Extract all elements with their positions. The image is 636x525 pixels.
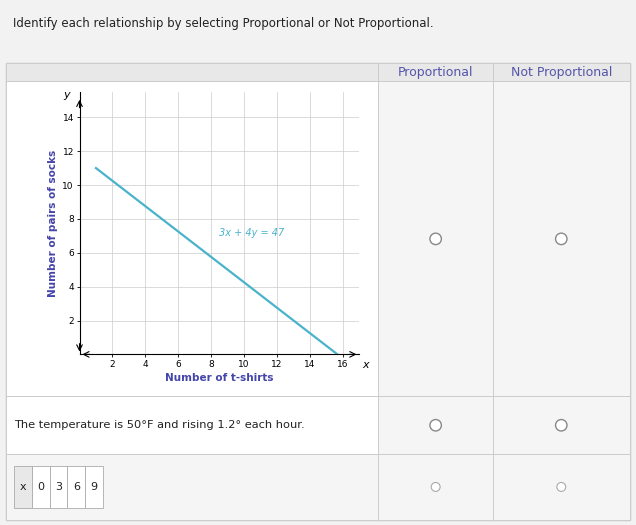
Ellipse shape [556, 419, 567, 431]
Text: 3x + 4y = 47: 3x + 4y = 47 [219, 228, 285, 238]
Text: 6: 6 [73, 482, 80, 492]
Text: The temperature is 50°F and rising 1.2° each hour.: The temperature is 50°F and rising 1.2° … [14, 420, 305, 430]
Ellipse shape [431, 482, 440, 491]
Text: Proportional: Proportional [398, 66, 473, 79]
Bar [32, 466, 50, 508]
Bar [493, 396, 630, 454]
X-axis label: Number of t-shirts: Number of t-shirts [165, 373, 273, 383]
Text: x: x [363, 360, 370, 370]
Bar [378, 81, 493, 396]
Ellipse shape [557, 482, 566, 491]
Ellipse shape [430, 419, 441, 431]
Text: Identify each relationship by selecting Proportional or Not Proportional.: Identify each relationship by selecting … [13, 17, 433, 30]
Text: Not Proportional: Not Proportional [511, 66, 612, 79]
Text: 9: 9 [90, 482, 98, 492]
Bar [6, 63, 630, 520]
Ellipse shape [556, 233, 567, 245]
Text: y: y [63, 90, 70, 100]
Bar [14, 466, 32, 508]
Text: x: x [20, 482, 26, 492]
Bar [378, 396, 493, 454]
Ellipse shape [430, 233, 441, 245]
Bar [378, 454, 493, 520]
Bar [6, 81, 378, 396]
Bar [6, 454, 378, 520]
Bar [6, 396, 378, 454]
Text: 0: 0 [37, 482, 45, 492]
Bar [50, 466, 67, 508]
Bar [6, 63, 378, 81]
Y-axis label: Number of pairs of socks: Number of pairs of socks [48, 150, 59, 297]
Bar [378, 63, 493, 81]
Bar [493, 63, 630, 81]
Bar [85, 466, 103, 508]
Text: 3: 3 [55, 482, 62, 492]
Bar [67, 466, 85, 508]
Bar [493, 454, 630, 520]
Bar [493, 81, 630, 396]
